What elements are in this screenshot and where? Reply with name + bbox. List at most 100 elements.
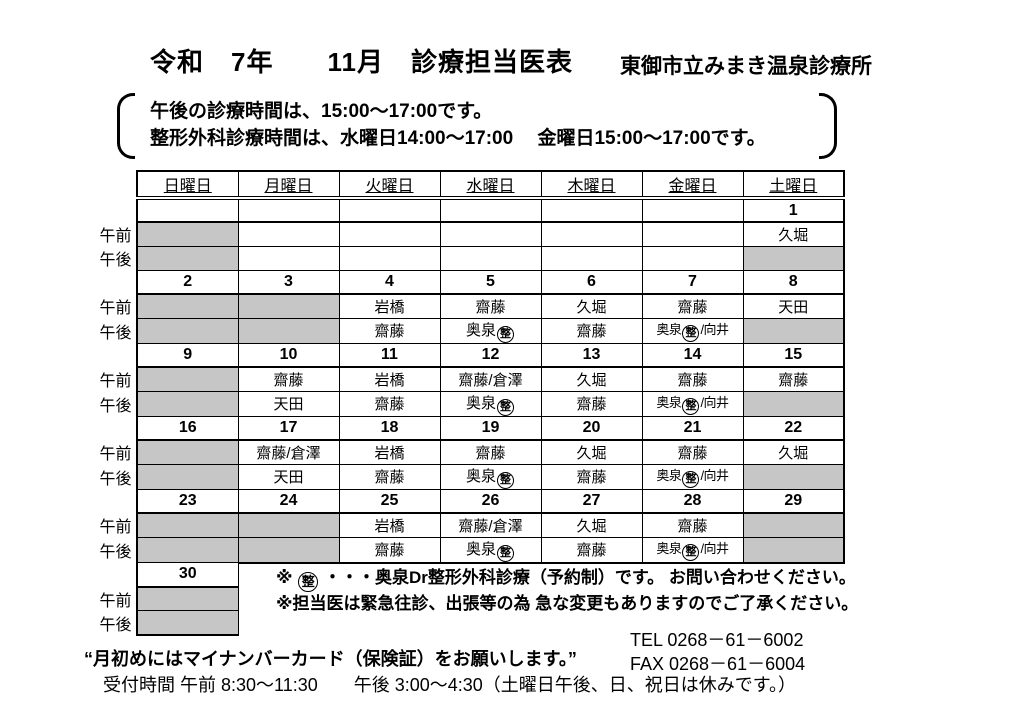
doctor-cell: 奥泉整 (439, 463, 542, 490)
weekday-header-fri: 金曜日 (641, 170, 744, 200)
weekday-header-sat: 土曜日 (742, 170, 845, 200)
date-cell: 17 (237, 415, 340, 441)
notice-line-2: 整形外科診療時間は、水曜日14:00～17:00 金曜日15:00～17:00で… (150, 128, 766, 149)
am-row-label: 午前 (99, 592, 132, 610)
date-cell: 28 (641, 488, 744, 514)
doctor-cell (237, 245, 340, 271)
circled-sei-icon: 整 (298, 572, 319, 592)
date-cell: 13 (540, 342, 643, 368)
closed-cell (237, 512, 340, 538)
doctor-cell (540, 245, 643, 271)
week1-date-row: 1 (95, 197, 845, 223)
pm-row-label: 午後 (99, 397, 132, 415)
doctor-cell (338, 221, 441, 247)
week6-date-row: 30 (95, 562, 844, 588)
doctor-cell: 岩橋 (338, 439, 441, 465)
date-cell: 5 (439, 269, 542, 295)
circled-sei-icon: 整 (682, 398, 700, 415)
clinic-name: 東御市立みまき温泉診療所 (620, 55, 872, 78)
doctor-cell: 齋藤 (540, 317, 643, 344)
footnotes: ※ 整 ・・・奥泉Dr整形外科診療（予約制）です。 お問い合わせください。 ※担… (276, 566, 936, 616)
weekday-header-thu: 木曜日 (540, 170, 643, 200)
doctor-cell: 齋藤/倉澤 (237, 439, 340, 465)
circled-sei-icon: 整 (497, 471, 514, 488)
doctor-cell: 齋藤 (540, 390, 643, 417)
date-cell: 8 (742, 269, 845, 295)
doctor-cell: 久堀 (742, 221, 845, 247)
week6-pm-row: 午後 (95, 610, 844, 636)
closed-cell (136, 366, 239, 392)
doctor-cell (439, 245, 542, 271)
doctor-cell: 齋藤/倉澤 (439, 366, 542, 392)
doctor-cell: 齋藤 (338, 390, 441, 417)
doctor-cell (338, 245, 441, 271)
weekday-header-mon: 月曜日 (237, 170, 340, 200)
closed-cell (136, 439, 239, 465)
closed-cell (136, 463, 239, 490)
doctor-cell: 齋藤 (338, 317, 441, 344)
week5-pm-row: 午後 齋藤 奥泉整 齋藤 奥泉整/向井 (95, 536, 845, 564)
closed-cell (136, 390, 239, 417)
date-cell: 1 (742, 197, 845, 223)
week2-am-row: 午前 岩橋 齋藤 久堀 齋藤 天田 (95, 293, 845, 319)
week2-pm-row: 午後 齋藤 奥泉整 齋藤 奥泉整/向井 (95, 317, 845, 344)
am-row-label: 午前 (99, 519, 132, 536)
date-cell: 18 (338, 415, 441, 441)
circled-sei-icon: 整 (497, 544, 514, 561)
circled-sei-icon: 整 (682, 471, 700, 488)
date-cell: 6 (540, 269, 643, 295)
circled-sei-icon: 整 (682, 544, 700, 561)
doctor-cell: 岩橋 (338, 293, 441, 319)
doctor-cell: 奥泉整/向井 (641, 390, 744, 417)
date-cell: 12 (439, 342, 542, 368)
date-cell: 29 (742, 488, 845, 514)
closed-cell (237, 317, 340, 344)
closed-cell (136, 512, 239, 538)
doctor-cell (237, 221, 340, 247)
doctor-cell: 奥泉整/向井 (641, 536, 744, 564)
closed-cell (742, 463, 845, 490)
weekday-header-row: 日曜日 月曜日 火曜日 水曜日 木曜日 金曜日 土曜日 (95, 170, 845, 200)
circled-sei-icon: 整 (497, 398, 514, 415)
doctor-cell (641, 245, 744, 271)
week4-pm-row: 午後 天田 齋藤 奥泉整 齋藤 奥泉整/向井 (95, 463, 845, 490)
weekday-header-sun: 日曜日 (136, 170, 239, 200)
date-cell (237, 197, 340, 223)
doctor-cell: 齋藤 (439, 439, 542, 465)
doctor-cell: 天田 (742, 293, 845, 319)
date-cell: 7 (641, 269, 744, 295)
date-cell: 19 (439, 415, 542, 441)
am-row-label: 午前 (99, 300, 132, 317)
date-cell: 3 (237, 269, 340, 295)
date-cell: 16 (136, 415, 239, 441)
date-cell (136, 197, 239, 223)
doctor-cell: 奥泉整 (439, 536, 542, 564)
schedule-table: 日曜日 月曜日 火曜日 水曜日 木曜日 金曜日 土曜日 1 午前 久堀 午後 (95, 170, 845, 636)
am-row-label: 午前 (99, 228, 132, 245)
pm-row-label: 午後 (99, 324, 132, 342)
hours-notice-box: 午後の診療時間は、15:00～17:00です。 整形外科診療時間は、水曜日14:… (117, 93, 837, 159)
doctor-cell (540, 221, 643, 247)
date-cell: 25 (338, 488, 441, 514)
date-cell (641, 197, 744, 223)
date-cell: 9 (136, 342, 239, 368)
week3-pm-row: 午後 天田 齋藤 奥泉整 齋藤 奥泉整/向井 (95, 390, 845, 417)
week3-date-row: 9 10 11 12 13 14 15 (95, 342, 845, 368)
doctor-cell: 奥泉整 (439, 390, 542, 417)
doctor-cell: 天田 (237, 463, 340, 490)
circled-sei-icon: 整 (682, 325, 700, 342)
date-cell: 20 (540, 415, 643, 441)
week4-date-row: 16 17 18 19 20 21 22 (95, 415, 845, 441)
closed-cell (136, 245, 239, 271)
doctor-cell: 天田 (237, 390, 340, 417)
week5-date-row: 23 24 25 26 27 28 29 (95, 488, 845, 514)
schedule-change-note: ※担当医は緊急往診、出張等の為 急な変更もありますのでご了承ください。 (276, 594, 859, 613)
closed-cell (742, 390, 845, 417)
doctor-cell: 齋藤 (641, 293, 744, 319)
closed-cell (742, 536, 845, 564)
doctor-cell: 齋藤 (540, 536, 643, 564)
notice-line-1: 午後の診療時間は、15:00～17:00です。 (150, 101, 493, 122)
date-cell: 4 (338, 269, 441, 295)
week6-am-row: 午前 (95, 586, 844, 611)
insurance-card-reminder: “月初めにはマイナンバーカード（保険証）をお願いします。” (84, 649, 577, 669)
